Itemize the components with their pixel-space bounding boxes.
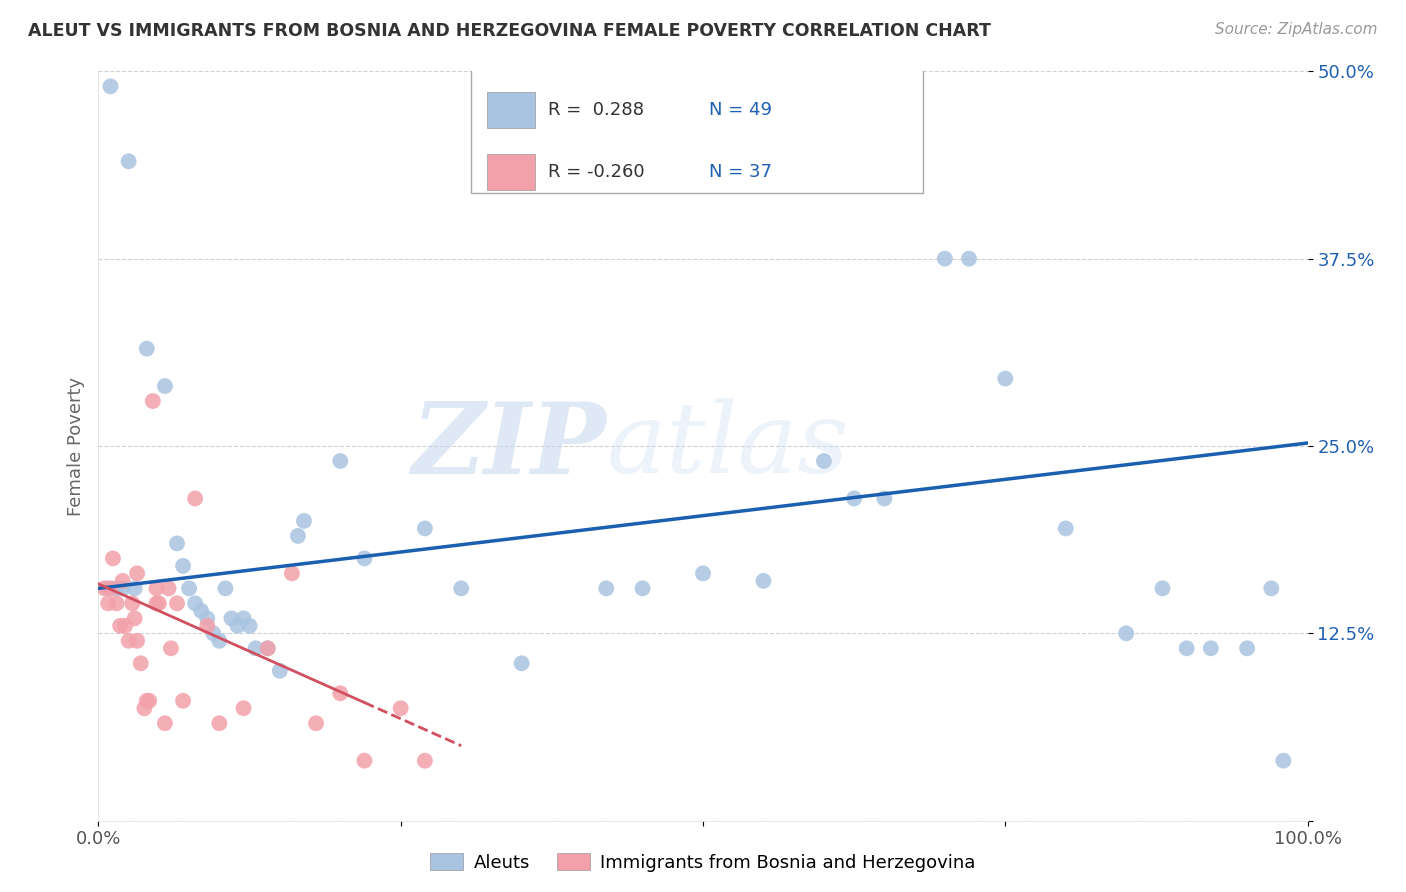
Point — [232, 611, 254, 625]
Point — [184, 491, 207, 506]
FancyBboxPatch shape — [486, 153, 534, 190]
Point — [631, 582, 654, 596]
Point — [172, 558, 194, 573]
Point — [287, 529, 309, 543]
Point — [172, 694, 194, 708]
Point — [413, 521, 436, 535]
Point — [510, 657, 533, 671]
Point — [127, 633, 149, 648]
Point — [873, 491, 896, 506]
Point — [157, 582, 180, 596]
Text: Source: ZipAtlas.com: Source: ZipAtlas.com — [1215, 22, 1378, 37]
Point — [239, 619, 262, 633]
Point — [245, 641, 267, 656]
Point — [111, 574, 134, 588]
Point — [166, 596, 188, 610]
Point — [127, 566, 149, 581]
Point — [221, 611, 243, 625]
Point — [101, 551, 124, 566]
Point — [202, 626, 225, 640]
Point — [118, 154, 141, 169]
Point — [114, 619, 136, 633]
Point — [389, 701, 412, 715]
Point — [135, 694, 157, 708]
Point — [97, 582, 120, 596]
Point — [195, 619, 218, 633]
Point — [1115, 626, 1137, 640]
Point — [957, 252, 980, 266]
Point — [208, 633, 231, 648]
Text: ALEUT VS IMMIGRANTS FROM BOSNIA AND HERZEGOVINA FEMALE POVERTY CORRELATION CHART: ALEUT VS IMMIGRANTS FROM BOSNIA AND HERZ… — [28, 22, 991, 40]
Point — [269, 664, 291, 678]
Point — [100, 79, 122, 94]
Point — [329, 686, 352, 700]
Point — [108, 619, 131, 633]
Point — [184, 596, 207, 610]
Point — [1152, 582, 1174, 596]
Point — [135, 342, 157, 356]
Point — [353, 551, 375, 566]
Point — [100, 582, 122, 596]
Point — [208, 716, 231, 731]
Point — [118, 633, 141, 648]
Text: ZIP: ZIP — [412, 398, 606, 494]
Point — [226, 619, 249, 633]
Point — [153, 379, 176, 393]
Point — [1054, 521, 1077, 535]
Point — [1272, 754, 1295, 768]
Point — [124, 611, 146, 625]
Point — [595, 582, 617, 596]
Y-axis label: Female Poverty: Female Poverty — [66, 376, 84, 516]
Point — [134, 701, 156, 715]
Point — [97, 596, 120, 610]
Text: R =  0.288: R = 0.288 — [548, 102, 644, 120]
Point — [111, 582, 134, 596]
Point — [148, 596, 170, 610]
Point — [292, 514, 315, 528]
Point — [1236, 641, 1258, 656]
Point — [166, 536, 188, 550]
Text: R = -0.260: R = -0.260 — [548, 162, 645, 181]
Point — [190, 604, 212, 618]
Point — [994, 371, 1017, 385]
Legend: Aleuts, Immigrants from Bosnia and Herzegovina: Aleuts, Immigrants from Bosnia and Herze… — [423, 846, 983, 879]
Text: N = 49: N = 49 — [709, 102, 772, 120]
Point — [752, 574, 775, 588]
Point — [105, 596, 128, 610]
Point — [142, 394, 165, 409]
Point — [138, 694, 160, 708]
Point — [305, 716, 328, 731]
Point — [160, 641, 183, 656]
Point — [121, 596, 143, 610]
Point — [105, 582, 128, 596]
Point — [353, 754, 375, 768]
Point — [256, 641, 278, 656]
FancyBboxPatch shape — [471, 64, 924, 193]
Point — [214, 582, 236, 596]
Point — [145, 582, 167, 596]
Point — [179, 582, 201, 596]
Point — [413, 754, 436, 768]
Text: N = 37: N = 37 — [709, 162, 772, 181]
FancyBboxPatch shape — [486, 93, 534, 128]
Point — [281, 566, 304, 581]
Point — [1175, 641, 1198, 656]
Point — [450, 582, 472, 596]
Point — [844, 491, 866, 506]
Point — [329, 454, 352, 468]
Point — [1260, 582, 1282, 596]
Point — [93, 582, 115, 596]
Point — [145, 596, 167, 610]
Point — [124, 582, 146, 596]
Point — [813, 454, 835, 468]
Point — [692, 566, 714, 581]
Point — [1199, 641, 1222, 656]
Point — [256, 641, 278, 656]
Text: atlas: atlas — [606, 399, 849, 493]
Point — [232, 701, 254, 715]
Point — [129, 657, 152, 671]
Point — [934, 252, 956, 266]
Point — [195, 611, 218, 625]
Point — [153, 716, 176, 731]
